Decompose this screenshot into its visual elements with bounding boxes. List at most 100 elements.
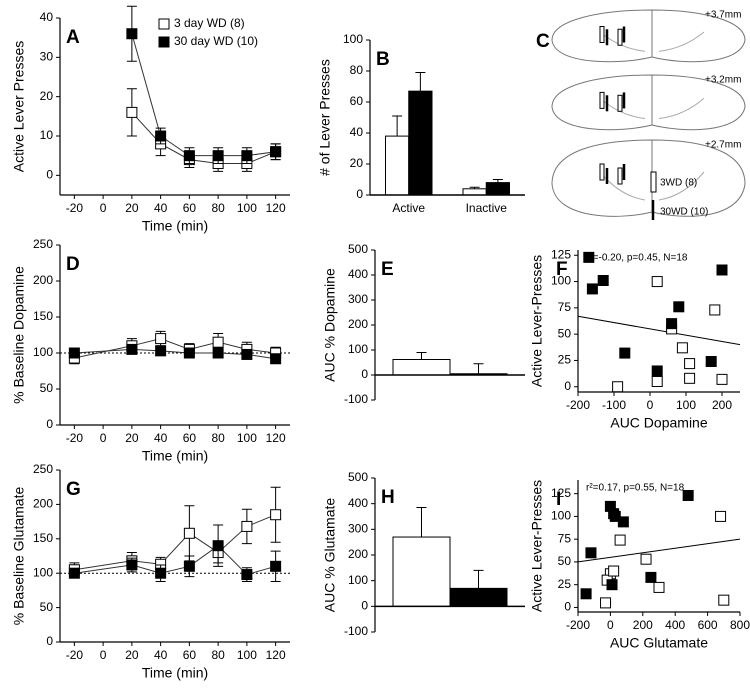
placement-3wd bbox=[617, 167, 623, 185]
x-tick-label: -200 bbox=[566, 398, 590, 412]
data-point bbox=[609, 510, 621, 522]
data-point bbox=[715, 510, 727, 522]
y-tick-label: 500 bbox=[348, 242, 368, 256]
x-axis-label: AUC Glutamate bbox=[610, 635, 708, 651]
legend-swatch bbox=[158, 36, 170, 48]
y-tick-label: 60 bbox=[350, 94, 364, 108]
y-tick-label: 20 bbox=[40, 89, 54, 103]
data-point bbox=[600, 597, 612, 609]
x-tick-label: 40 bbox=[154, 431, 168, 445]
x-tick-label: 400 bbox=[665, 618, 685, 632]
error-bar bbox=[473, 569, 484, 589]
placement-3wd bbox=[599, 26, 605, 43]
y-tick-label: 100 bbox=[551, 509, 571, 523]
y-tick-label: 400 bbox=[348, 496, 368, 510]
data-point bbox=[716, 373, 728, 385]
section-label: +3.7mm bbox=[705, 10, 741, 21]
y-tick-label: 50 bbox=[558, 326, 572, 340]
x-tick-label: 600 bbox=[698, 618, 718, 632]
placement-3wd bbox=[599, 91, 605, 109]
y-tick-label: 10 bbox=[40, 128, 54, 142]
y-tick-label: 300 bbox=[348, 292, 368, 306]
data-point bbox=[212, 540, 224, 552]
x-tick-label: 100 bbox=[676, 398, 696, 412]
data-point bbox=[183, 150, 195, 162]
data-point bbox=[585, 547, 597, 559]
y-tick-label: 250 bbox=[33, 237, 53, 251]
legend-swatch bbox=[158, 18, 170, 30]
bar bbox=[449, 587, 508, 607]
error-bar bbox=[416, 352, 427, 360]
panel-label: E bbox=[381, 259, 394, 280]
data-point bbox=[709, 304, 721, 316]
y-tick-label: 0 bbox=[46, 634, 53, 648]
y-tick-label: 0 bbox=[356, 187, 363, 201]
panel-label: F bbox=[556, 259, 568, 280]
data-point bbox=[155, 345, 167, 357]
series-line bbox=[131, 33, 276, 157]
fit-line bbox=[577, 315, 741, 346]
y-tick-label: -100 bbox=[344, 624, 368, 638]
bar bbox=[385, 135, 410, 196]
section-label: +2.7mm bbox=[705, 140, 741, 151]
legend-label: 3WD (8) bbox=[660, 178, 697, 189]
y-tick-label: 0 bbox=[46, 168, 53, 182]
data-point bbox=[666, 318, 678, 330]
data-point bbox=[270, 353, 282, 365]
x-tick-label: 0 bbox=[647, 398, 654, 412]
bar bbox=[392, 359, 451, 376]
y-axis-label: # of Lever Presses bbox=[317, 59, 333, 176]
y-tick-label: 250 bbox=[33, 462, 53, 476]
panel-label: I bbox=[556, 489, 561, 510]
x-tick-label: 80 bbox=[211, 431, 225, 445]
data-point bbox=[183, 527, 195, 539]
data-point bbox=[155, 567, 167, 579]
x-tick-label: 200 bbox=[633, 618, 653, 632]
y-tick-label: 200 bbox=[348, 547, 368, 561]
x-tick-label: 80 bbox=[211, 201, 225, 215]
data-point bbox=[682, 489, 694, 501]
y-tick-label: 400 bbox=[348, 267, 368, 281]
y-tick-label: 25 bbox=[558, 353, 572, 367]
y-tick-label: 75 bbox=[558, 300, 572, 314]
x-tick-label: 40 bbox=[154, 648, 168, 662]
data-point bbox=[640, 553, 652, 565]
x-tick-label: -20 bbox=[66, 201, 84, 215]
data-point bbox=[270, 509, 282, 521]
x-tick-label: -20 bbox=[66, 648, 84, 662]
y-axis-label: AUC % Glutamate bbox=[322, 498, 338, 613]
x-tick-label: 0 bbox=[100, 648, 107, 662]
data-point bbox=[183, 560, 195, 572]
y-tick-label: 75 bbox=[558, 531, 572, 545]
x-tick-label: 100 bbox=[237, 201, 257, 215]
x-tick-label: 60 bbox=[183, 431, 197, 445]
y-tick-label: 125 bbox=[551, 247, 571, 261]
x-axis-label: Time (min) bbox=[142, 448, 208, 464]
brain-section bbox=[551, 139, 746, 217]
y-tick-label: 100 bbox=[33, 345, 53, 359]
x-tick-label: 120 bbox=[266, 431, 286, 445]
x-tick-label: 800 bbox=[730, 618, 750, 632]
brain-section bbox=[551, 9, 746, 63]
data-point bbox=[126, 106, 138, 118]
y-tick-label: 50 bbox=[40, 381, 54, 395]
error-bar bbox=[469, 186, 480, 189]
data-point bbox=[705, 355, 717, 367]
x-tick-label: 100 bbox=[237, 431, 257, 445]
data-point bbox=[673, 301, 685, 313]
legend-label: 3 day WD (8) bbox=[174, 16, 245, 30]
y-tick-label: 40 bbox=[40, 10, 54, 24]
data-point bbox=[212, 336, 224, 348]
data-point bbox=[155, 130, 167, 142]
placement-3wd bbox=[599, 163, 605, 181]
y-tick-label: 100 bbox=[33, 565, 53, 579]
data-point bbox=[241, 348, 253, 360]
data-point bbox=[68, 347, 80, 359]
data-point bbox=[126, 343, 138, 355]
x-tick-label: 0 bbox=[607, 618, 614, 632]
data-point bbox=[645, 571, 657, 583]
y-axis-label: Active Lever-Presses bbox=[529, 255, 545, 387]
data-point bbox=[651, 365, 663, 377]
legend-label: 30 day WD (10) bbox=[174, 34, 258, 48]
